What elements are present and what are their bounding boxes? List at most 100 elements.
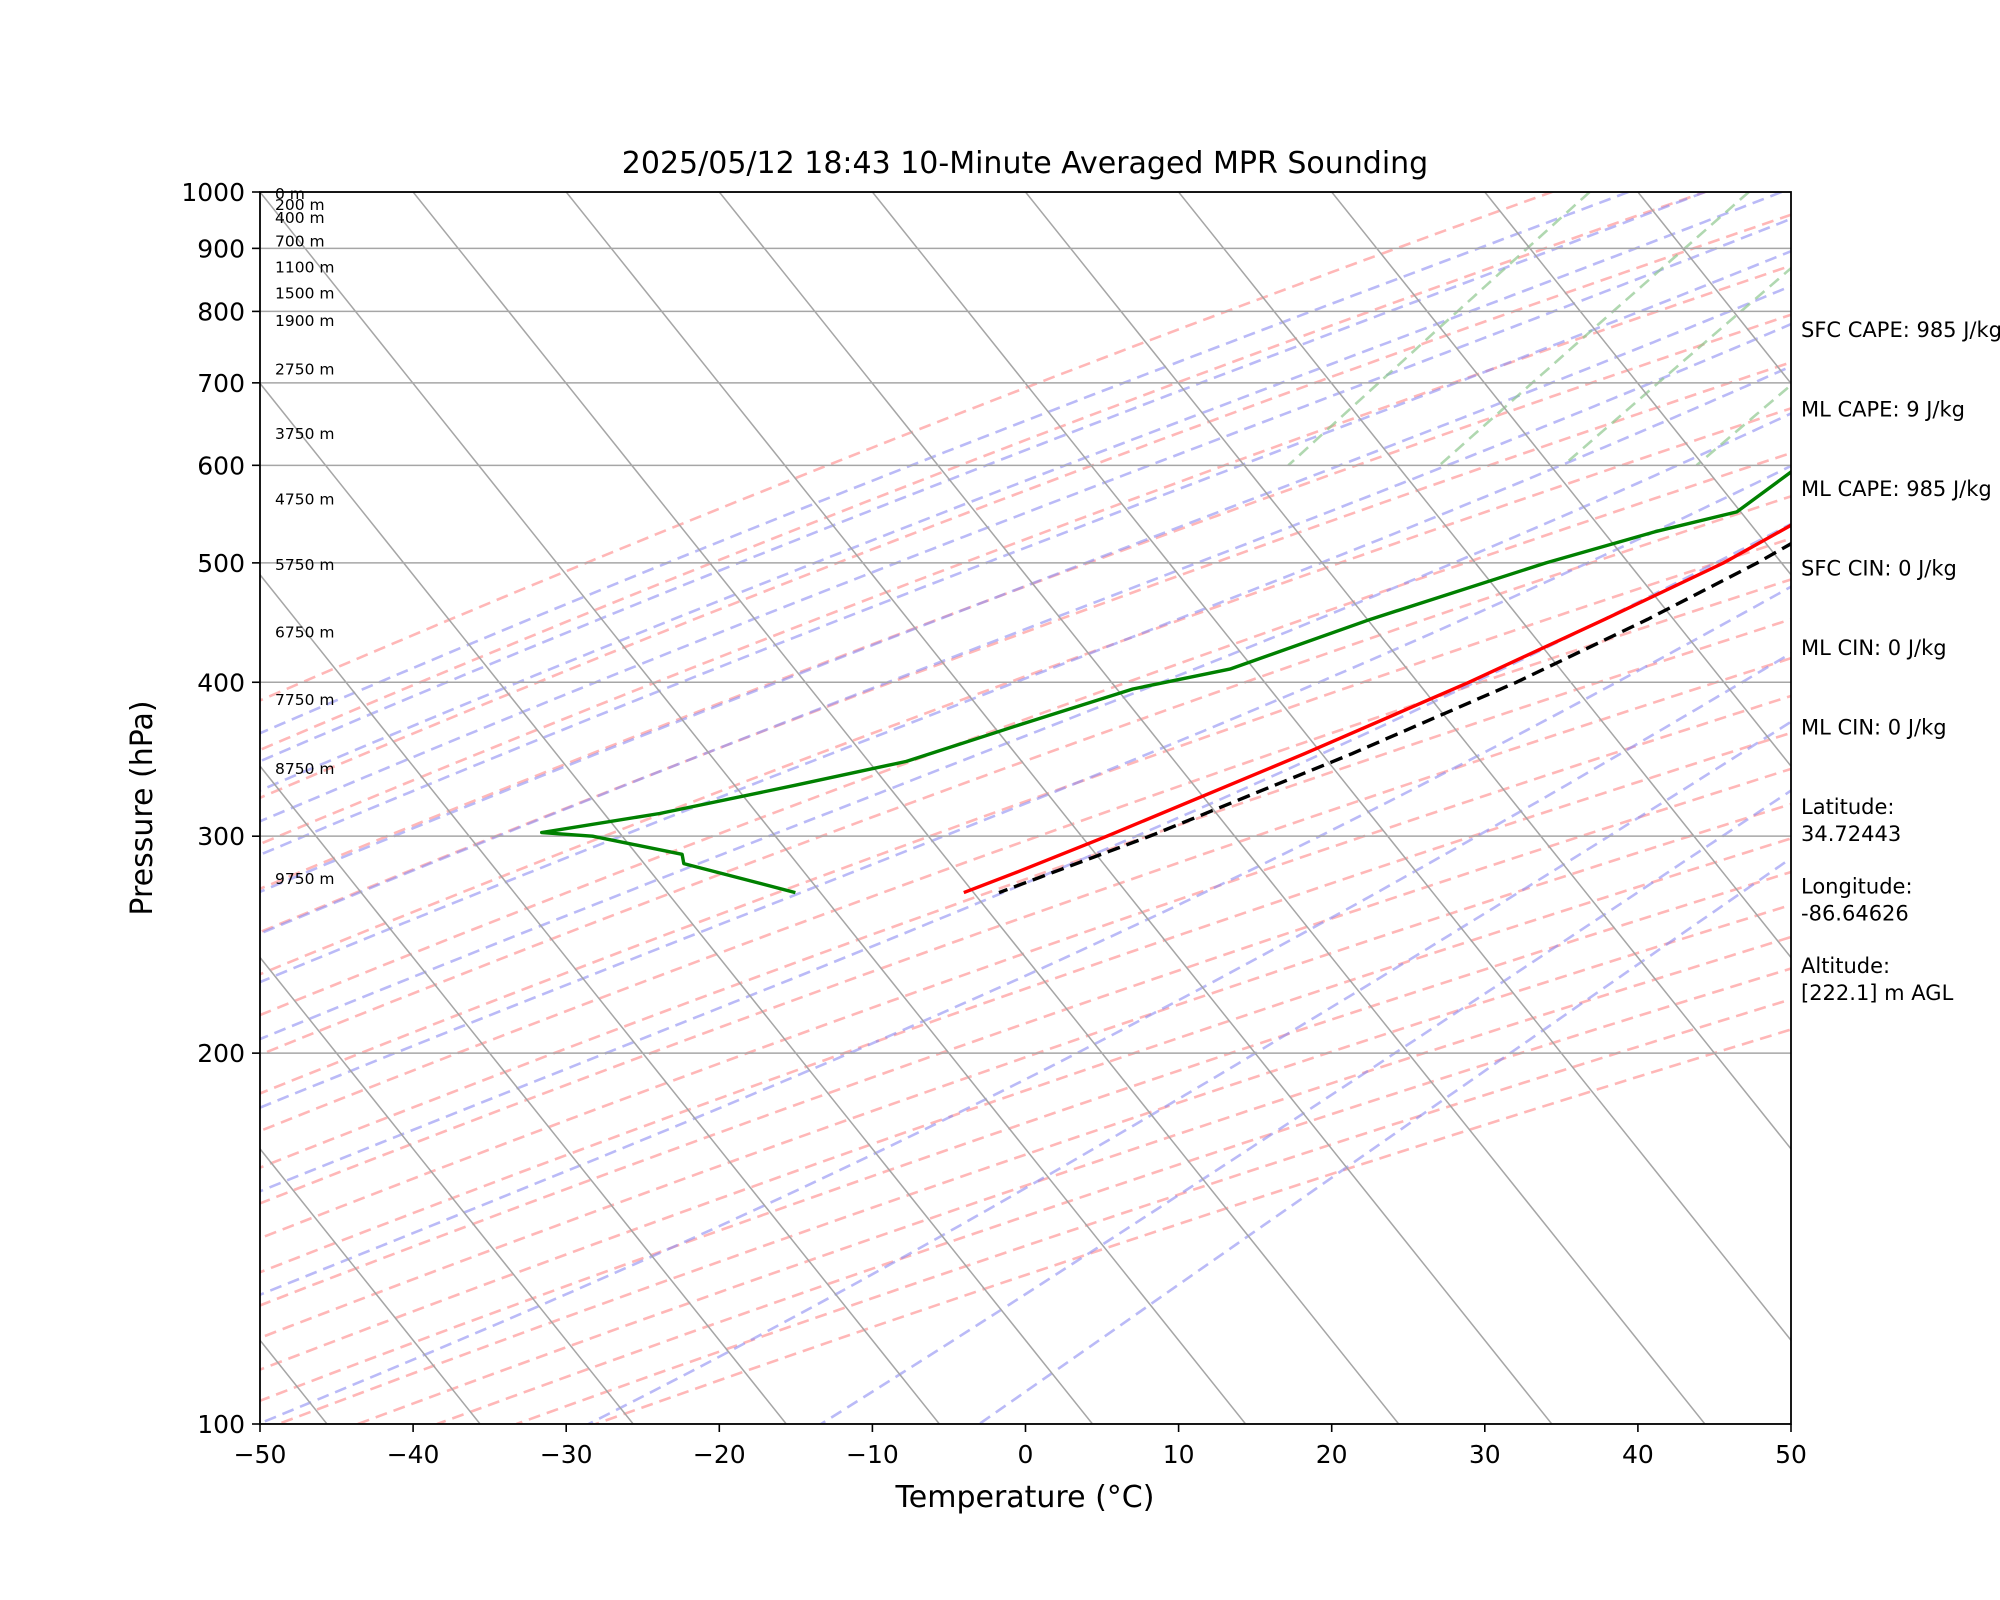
isotherm <box>1331 192 1791 768</box>
stat-line: ML CIN: 0 J/kg <box>1801 636 1947 660</box>
isotherm <box>260 382 1094 1424</box>
isotherm <box>0 192 21 1424</box>
stat-line: SFC CAPE: 985 J/kg <box>1801 318 2000 342</box>
dry-adiabat <box>260 617 1791 1170</box>
dry-adiabat <box>260 495 1791 1057</box>
isotherm <box>1484 192 1791 576</box>
isotherm <box>260 764 787 1424</box>
temperature-trace <box>963 523 1791 895</box>
moist-adiabat <box>260 412 1791 1041</box>
isotherm <box>1178 192 1791 959</box>
x-axis-label: Temperature (°C) <box>895 1480 1155 1515</box>
y-tick-label: 500 <box>197 549 245 578</box>
height-label: 1500 m <box>275 285 334 303</box>
y-tick-label: 600 <box>197 451 245 480</box>
y-tick-label: 900 <box>197 234 245 263</box>
stat-line: ML CAPE: 985 J/kg <box>1801 477 1992 501</box>
stat-line: -86.64626 <box>1801 902 1909 926</box>
dry-adiabat <box>260 451 1791 1017</box>
height-label: 8750 m <box>275 760 334 778</box>
height-label: 200 m <box>275 196 325 214</box>
height-label: 5750 m <box>275 556 334 574</box>
dry-adiabat <box>436 967 1791 1424</box>
moist-adiabat <box>260 651 1791 1424</box>
height-label: 4750 m <box>275 490 334 508</box>
dry-adiabat <box>260 360 1791 934</box>
y-axis-ticks: 100 200 300 400 500 600 700 800 900 1000 <box>181 178 260 1439</box>
mixing-ratio-line <box>1562 266 1791 467</box>
dry-adiabat <box>260 192 1556 702</box>
moist-adiabat <box>260 192 1629 735</box>
chart-title: 2025/05/12 18:43 10-Minute Averaged MPR … <box>622 146 1428 181</box>
background-grid <box>0 192 1791 1424</box>
dry-adiabat <box>260 406 1791 976</box>
moist-adiabat <box>585 720 1791 1424</box>
dry-adiabat <box>260 694 1791 1240</box>
moist-adiabat <box>260 249 1791 857</box>
x-tick-label: −20 <box>693 1440 746 1469</box>
moist-adiabat <box>260 522 1791 1193</box>
y-tick-label: 200 <box>197 1039 245 1068</box>
moist-adiabat <box>260 585 1791 1297</box>
height-label: 2750 m <box>275 360 334 378</box>
y-tick-label: 700 <box>197 369 245 398</box>
height-label: 0 m <box>275 185 305 203</box>
moist-adiabat <box>260 192 1782 792</box>
dry-adiabat <box>278 903 1791 1424</box>
x-tick-label: 30 <box>1469 1440 1501 1469</box>
height-label: 7750 m <box>275 691 334 709</box>
dewpoint-trace <box>540 469 1791 895</box>
stat-line: SFC CIN: 0 J/kg <box>1801 557 1957 581</box>
x-tick-label: −50 <box>234 1440 287 1469</box>
sounding-stats-panel: SFC CAPE: 985 J/kg ML CAPE: 9 J/kg ML CAPE… <box>1801 318 2000 1005</box>
moist-adiabat <box>260 284 1791 894</box>
y-tick-label: 100 <box>197 1410 245 1439</box>
moist-adiabat <box>260 192 1706 763</box>
height-label: 6750 m <box>275 623 334 641</box>
height-label: 9750 m <box>275 870 334 888</box>
stat-line: 34.72443 <box>1801 822 1901 846</box>
isotherm <box>871 192 1791 1342</box>
x-tick-label: 50 <box>1775 1440 1807 1469</box>
dry-adiabat <box>260 837 1791 1371</box>
x-tick-label: −40 <box>387 1440 440 1469</box>
dry-adiabat <box>260 213 1791 800</box>
dry-adiabat <box>515 997 1791 1424</box>
parcel-trace <box>998 541 1791 895</box>
height-label: 3750 m <box>275 425 334 443</box>
dry-adiabat <box>260 313 1791 891</box>
dry-adiabat <box>595 1028 1791 1424</box>
isotherm <box>1024 192 1791 1151</box>
height-label: 1900 m <box>275 312 334 330</box>
y-tick-label: 300 <box>197 822 245 851</box>
dry-adiabat <box>260 264 1791 846</box>
dry-adiabat <box>260 870 1791 1403</box>
moist-adiabat <box>260 322 1791 936</box>
moist-adiabat <box>977 856 1791 1424</box>
dry-adiabat <box>260 656 1791 1205</box>
sounding-traces <box>540 469 1791 895</box>
x-tick-label: 0 <box>1018 1440 1034 1469</box>
dry-adiabat <box>260 537 1791 1095</box>
moist-adiabat <box>260 364 1791 984</box>
isotherm <box>565 192 1553 1424</box>
stat-line: Altitude: <box>1801 954 1890 978</box>
x-tick-label: 10 <box>1163 1440 1195 1469</box>
x-tick-label: 20 <box>1316 1440 1348 1469</box>
y-tick-label: 800 <box>197 297 245 326</box>
y-tick-label: 1000 <box>181 178 245 207</box>
isotherm <box>412 192 1400 1424</box>
height-label: 1100 m <box>275 259 334 277</box>
x-tick-label: −30 <box>540 1440 593 1469</box>
x-tick-label: 40 <box>1622 1440 1654 1469</box>
y-tick-label: 400 <box>197 668 245 697</box>
stat-line: Latitude: <box>1801 795 1895 819</box>
moist-adiabat <box>260 217 1791 823</box>
height-label: 700 m <box>275 232 325 250</box>
dry-adiabat <box>260 731 1791 1274</box>
isotherm <box>260 573 940 1424</box>
dry-adiabat <box>260 578 1791 1133</box>
y-axis-label: Pressure (hPa) <box>125 700 160 915</box>
